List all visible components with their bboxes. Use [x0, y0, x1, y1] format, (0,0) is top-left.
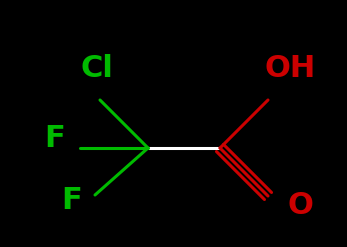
Text: OH: OH — [264, 54, 316, 82]
Text: O: O — [287, 190, 313, 220]
Text: F: F — [62, 185, 82, 214]
Text: F: F — [45, 124, 65, 152]
Text: Cl: Cl — [81, 54, 113, 82]
